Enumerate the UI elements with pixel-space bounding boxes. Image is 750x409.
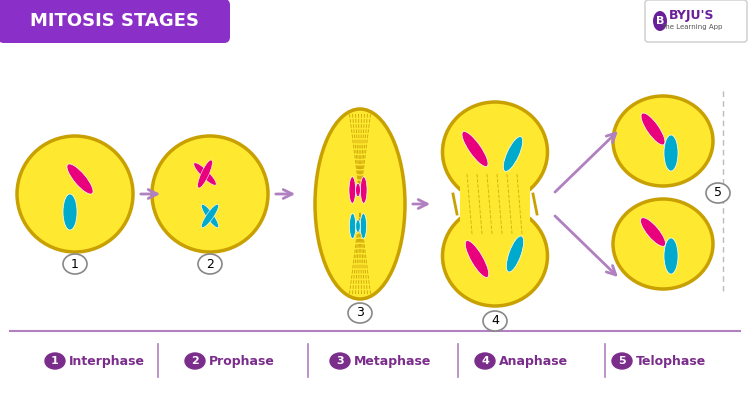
Ellipse shape <box>197 160 212 188</box>
Ellipse shape <box>67 164 93 194</box>
Text: 4: 4 <box>491 315 499 328</box>
Ellipse shape <box>641 113 665 145</box>
Ellipse shape <box>506 236 524 272</box>
FancyBboxPatch shape <box>0 0 230 43</box>
Ellipse shape <box>350 213 355 238</box>
Ellipse shape <box>330 353 350 369</box>
Text: B: B <box>656 16 664 26</box>
Ellipse shape <box>613 96 713 186</box>
Ellipse shape <box>483 311 507 331</box>
Ellipse shape <box>349 177 355 203</box>
Ellipse shape <box>640 218 665 246</box>
Ellipse shape <box>63 194 77 230</box>
Text: MITOSIS STAGES: MITOSIS STAGES <box>31 12 200 30</box>
Text: Prophase: Prophase <box>209 355 274 368</box>
FancyBboxPatch shape <box>645 0 747 42</box>
Ellipse shape <box>503 137 523 171</box>
Text: 5: 5 <box>714 187 722 200</box>
Text: 2: 2 <box>206 258 214 270</box>
Ellipse shape <box>194 163 216 185</box>
Text: BYJU'S: BYJU'S <box>669 9 715 22</box>
Ellipse shape <box>348 303 372 323</box>
Ellipse shape <box>664 238 678 274</box>
Text: 4: 4 <box>481 356 489 366</box>
Text: 3: 3 <box>336 356 344 366</box>
Ellipse shape <box>475 353 495 369</box>
Ellipse shape <box>613 199 713 289</box>
Ellipse shape <box>442 102 548 202</box>
Ellipse shape <box>664 135 678 171</box>
Text: The Learning App: The Learning App <box>662 24 723 30</box>
Text: Metaphase: Metaphase <box>354 355 431 368</box>
Text: Telophase: Telophase <box>636 355 706 368</box>
Ellipse shape <box>462 131 488 166</box>
Ellipse shape <box>202 204 218 228</box>
FancyBboxPatch shape <box>460 181 530 227</box>
Ellipse shape <box>356 183 360 197</box>
Text: 2: 2 <box>191 356 199 366</box>
Ellipse shape <box>612 353 632 369</box>
Text: 1: 1 <box>51 356 58 366</box>
Ellipse shape <box>198 254 222 274</box>
Ellipse shape <box>653 11 667 31</box>
Text: 1: 1 <box>71 258 79 270</box>
Ellipse shape <box>360 213 367 238</box>
Ellipse shape <box>356 220 360 232</box>
Ellipse shape <box>360 177 367 203</box>
Text: Anaphase: Anaphase <box>499 355 568 368</box>
Ellipse shape <box>465 240 489 277</box>
Ellipse shape <box>185 353 205 369</box>
Ellipse shape <box>315 109 405 299</box>
Text: 5: 5 <box>618 356 626 366</box>
Ellipse shape <box>706 183 730 203</box>
Ellipse shape <box>63 254 87 274</box>
Ellipse shape <box>152 136 268 252</box>
Ellipse shape <box>45 353 65 369</box>
Ellipse shape <box>17 136 133 252</box>
Text: Interphase: Interphase <box>69 355 145 368</box>
Ellipse shape <box>202 204 218 228</box>
Ellipse shape <box>442 206 548 306</box>
Text: 3: 3 <box>356 306 364 319</box>
